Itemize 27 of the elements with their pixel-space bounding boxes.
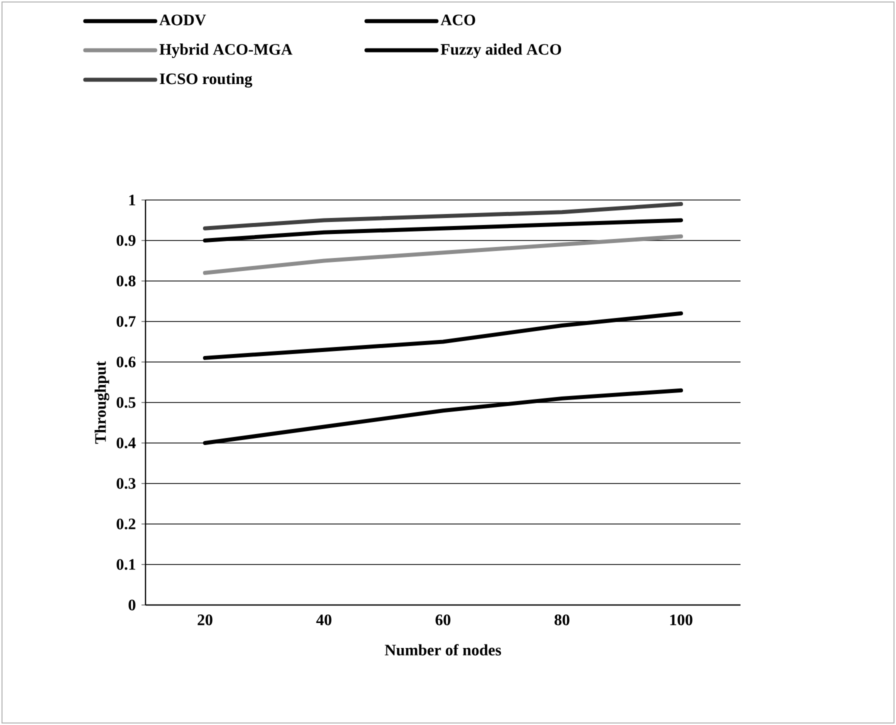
x-tick-label: 20 <box>198 614 212 626</box>
y-tick-label: 0.9 <box>116 235 136 246</box>
legend-label: AODV <box>159 14 206 26</box>
line-series <box>203 311 684 360</box>
legend-label: ICSO routing <box>160 72 252 88</box>
y-tick-label: 0.3 <box>116 478 136 489</box>
x-axis-title: Number of nodes <box>384 644 502 656</box>
x-tick-label: 80 <box>554 614 570 626</box>
y-tick-label: 0.5 <box>116 397 136 408</box>
y-tick-label: 0.6 <box>116 356 136 368</box>
legend-label: ACO <box>440 14 476 26</box>
x-tick-label: 40 <box>316 614 332 626</box>
y-tick-label: 0 <box>128 600 136 610</box>
y-tick-label: 1 <box>129 194 136 206</box>
x-tick-label: 60 <box>436 614 450 626</box>
y-tick-label: 0.7 <box>116 316 136 327</box>
line-series <box>203 388 684 445</box>
y-tick-label: 0.2 <box>116 518 136 530</box>
line-series <box>203 218 684 242</box>
legend-label: Hybrid ACO-MGA <box>160 44 292 58</box>
line-series <box>203 234 684 275</box>
legend-label: Fuzzy aided ACO <box>440 44 562 58</box>
y-tick-label: 0.1 <box>116 559 136 570</box>
y-tick-label: 0.4 <box>116 438 136 448</box>
y-tick-label: 0.8 <box>116 276 136 286</box>
y-axis-title: Throughput <box>94 361 110 444</box>
x-tick-label: 100 <box>670 614 692 626</box>
